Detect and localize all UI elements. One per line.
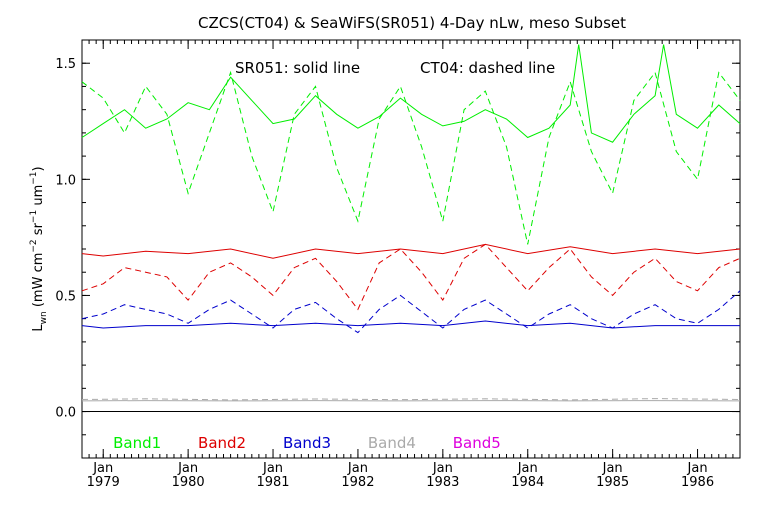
- series-layer: [81, 44, 741, 402]
- chart-title: CZCS(CT04) & SeaWiFS(SR051) 4-Day nLw, m…: [198, 14, 626, 32]
- legend-item-band2: Band2: [198, 434, 246, 452]
- x-tick-year-label: 1982: [341, 475, 374, 490]
- legend: Band1 Band2 Band3 Band4 Band5: [113, 434, 501, 452]
- legend-item-band1: Band1: [113, 434, 161, 452]
- series-band2-dashed: [81, 243, 741, 311]
- y-tick-label: 0.5: [55, 289, 76, 304]
- plot-frame: [81, 39, 741, 459]
- x-tick-month-label: Jan: [347, 461, 368, 476]
- legend-item-band4: Band4: [368, 434, 416, 452]
- x-tick-month-label: Jan: [262, 461, 283, 476]
- series-band4-dashed: [81, 398, 741, 401]
- series-band1-solid: [81, 44, 741, 143]
- annotation-solid-line: SR051: solid line: [235, 59, 360, 77]
- x-tick-month-label: Jan: [177, 461, 198, 476]
- y-axis-label: Lwn (mW cm−2 sr−1 um−1): [29, 166, 49, 331]
- x-axis-ticks: Jan1979Jan1980Jan1981Jan1982Jan1983Jan19…: [81, 40, 741, 490]
- x-tick-month-label: Jan: [432, 461, 453, 476]
- x-tick-month-label: Jan: [602, 461, 623, 476]
- svg-text:Lwn (mW cm−2 sr−1 um−1): Lwn (mW cm−2 sr−1 um−1): [29, 166, 49, 331]
- x-tick-year-label: 1984: [511, 475, 544, 490]
- x-tick-year-label: 1983: [426, 475, 459, 490]
- series-band3-solid: [81, 320, 740, 329]
- x-tick-year-label: 1979: [87, 475, 120, 490]
- x-tick-month-label: Jan: [517, 461, 538, 476]
- y-tick-label: 1.5: [55, 57, 76, 72]
- y-tick-label: 0.0: [55, 406, 76, 421]
- y-tick-label: 1.0: [55, 173, 76, 188]
- series-band1-dashed: [81, 70, 741, 245]
- x-tick-year-label: 1986: [681, 475, 714, 490]
- x-tick-year-label: 1985: [596, 475, 629, 490]
- x-tick-year-label: 1980: [172, 475, 205, 490]
- y-axis-ticks: 0.0 0.5 1.0 1.5: [55, 39, 740, 459]
- x-tick-year-label: 1981: [256, 475, 289, 490]
- legend-item-band5: Band5: [453, 434, 501, 452]
- annotation-dashed-line: CT04: dashed line: [420, 59, 555, 77]
- x-tick-month-label: Jan: [687, 461, 708, 476]
- series-band2-solid: [81, 243, 741, 259]
- x-tick-month-label: Jan: [92, 461, 113, 476]
- series-band3-dashed: [81, 290, 741, 334]
- legend-item-band3: Band3: [283, 434, 331, 452]
